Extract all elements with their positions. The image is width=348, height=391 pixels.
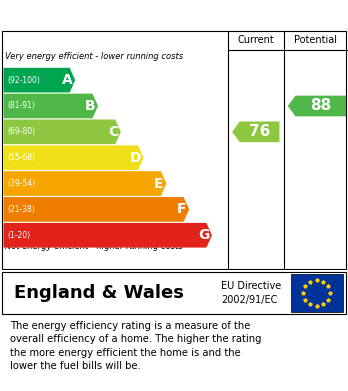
Text: (21-38): (21-38): [7, 205, 35, 214]
Text: The energy efficiency rating is a measure of the
overall efficiency of a home. T: The energy efficiency rating is a measur…: [10, 321, 262, 371]
Polygon shape: [3, 223, 212, 248]
Polygon shape: [3, 171, 166, 196]
Polygon shape: [288, 96, 346, 117]
Text: E: E: [154, 176, 164, 190]
Text: EU Directive
2002/91/EC: EU Directive 2002/91/EC: [221, 281, 281, 305]
Text: England & Wales: England & Wales: [14, 284, 184, 302]
Text: Very energy efficient - lower running costs: Very energy efficient - lower running co…: [5, 52, 183, 61]
Text: G: G: [198, 228, 209, 242]
Polygon shape: [3, 94, 98, 118]
Text: C: C: [108, 125, 118, 139]
Text: 88: 88: [310, 99, 332, 113]
Text: B: B: [85, 99, 95, 113]
Text: Potential: Potential: [294, 35, 337, 45]
Polygon shape: [3, 145, 144, 170]
Text: A: A: [62, 73, 72, 87]
Text: (39-54): (39-54): [7, 179, 35, 188]
Text: (1-20): (1-20): [7, 231, 30, 240]
Polygon shape: [3, 68, 75, 92]
Text: 76: 76: [249, 124, 270, 139]
Polygon shape: [3, 197, 189, 222]
Text: (69-80): (69-80): [7, 127, 35, 136]
Text: (92-100): (92-100): [7, 75, 40, 84]
Text: Not energy efficient - higher running costs: Not energy efficient - higher running co…: [5, 242, 183, 251]
Polygon shape: [232, 122, 279, 142]
Text: (55-68): (55-68): [7, 153, 35, 162]
Text: F: F: [177, 203, 187, 216]
Text: D: D: [129, 151, 141, 165]
Text: Current: Current: [237, 35, 274, 45]
Bar: [291, 274, 343, 312]
Text: Energy Efficiency Rating: Energy Efficiency Rating: [10, 7, 220, 23]
Polygon shape: [3, 120, 121, 144]
Text: (81-91): (81-91): [7, 102, 35, 111]
